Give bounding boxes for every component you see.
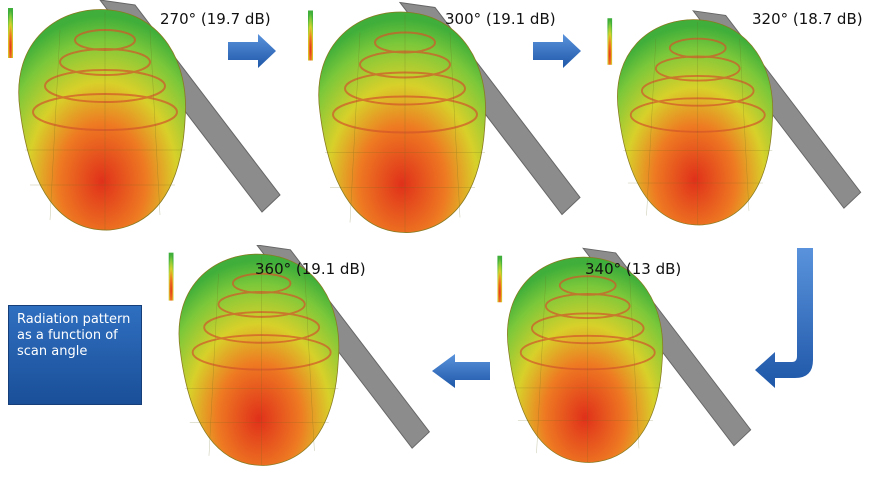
arrow	[228, 34, 276, 68]
arrow	[755, 248, 813, 388]
panel-label: 300° (19.1 dB)	[445, 10, 556, 28]
arrow	[432, 354, 490, 388]
pattern-image	[496, 247, 752, 464]
pattern-image	[167, 245, 431, 467]
caption-box: Radiation pattern as a function of scan …	[8, 305, 142, 405]
panel-label: 360° (19.1 dB)	[255, 260, 366, 278]
pattern-image	[606, 9, 862, 226]
pattern-image	[306, 1, 582, 234]
panel-label: 320° (18.7 dB)	[752, 10, 863, 28]
panel-label: 340° (13 dB)	[585, 260, 681, 278]
arrow	[533, 34, 581, 68]
pattern-image	[7, 0, 281, 232]
panel-label: 270° (19.7 dB)	[160, 10, 271, 28]
